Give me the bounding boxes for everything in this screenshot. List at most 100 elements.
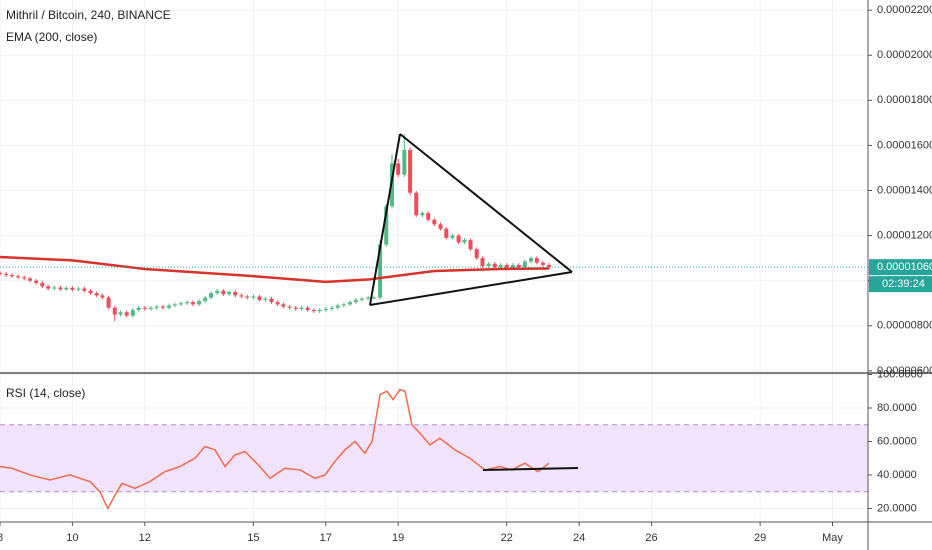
candle-body — [323, 308, 328, 310]
candle-body — [444, 228, 449, 238]
x-tick-label: 15 — [247, 532, 259, 544]
candle-body — [529, 258, 534, 262]
last-price-label: 0.00001060 — [877, 261, 932, 273]
candle-body — [438, 224, 443, 229]
candle-body — [251, 296, 256, 298]
y-tick-label: 0.00001800 — [877, 94, 932, 106]
trendline — [369, 133, 401, 306]
trendline — [399, 133, 573, 273]
x-tick-label: 8 — [0, 532, 3, 544]
candle-body — [492, 263, 497, 268]
candle-body — [88, 290, 93, 294]
candle-body — [378, 244, 383, 298]
candle-body — [504, 264, 509, 269]
candle-body — [112, 307, 117, 315]
candle-body — [462, 240, 467, 243]
x-tick-label: 10 — [66, 532, 78, 544]
candle-body — [281, 304, 286, 307]
countdown-box — [869, 276, 932, 293]
candle-body — [293, 307, 298, 309]
candle-body — [160, 306, 165, 308]
candle-body — [468, 240, 473, 250]
candle-body — [420, 213, 425, 216]
candle-body — [136, 307, 141, 310]
candle-body — [396, 163, 401, 175]
candle-body — [185, 302, 190, 304]
rsi-plot — [0, 388, 868, 511]
candle-body — [366, 297, 371, 299]
trendline — [482, 467, 579, 471]
candle-body — [82, 288, 87, 291]
candle-body — [245, 296, 250, 298]
candle-body — [130, 310, 135, 316]
candle-body — [124, 312, 129, 316]
candle-body — [414, 192, 419, 216]
candle-body — [299, 307, 304, 309]
candle-body — [287, 306, 292, 308]
candle-body — [203, 297, 208, 301]
candle-body — [46, 286, 51, 289]
candle-body — [311, 310, 316, 312]
candle-body — [456, 235, 461, 243]
candle-body — [329, 307, 334, 309]
candle-body — [510, 264, 515, 269]
annotations — [369, 133, 579, 471]
candle-body — [16, 276, 21, 278]
candle-body — [215, 290, 220, 294]
candle-body — [341, 304, 346, 306]
x-tick-label: 24 — [573, 532, 585, 544]
candle-body — [233, 291, 238, 296]
x-tick-label: 22 — [501, 532, 513, 544]
candle-body — [40, 282, 45, 287]
candle-body — [426, 213, 431, 220]
y-tick-label: 0.00002000 — [877, 49, 932, 61]
x-tick-label: 19 — [392, 532, 404, 544]
candle-body — [190, 302, 195, 305]
candle-body — [118, 312, 123, 315]
candle-body — [353, 299, 358, 303]
candle-body — [480, 258, 485, 267]
candle-body — [547, 264, 552, 267]
candle-body — [34, 280, 39, 283]
axes: 0.000006000.000008000.000010000.00001200… — [0, 4, 932, 544]
candle-body — [359, 298, 364, 300]
candle-body — [275, 302, 280, 305]
candle-body — [4, 273, 9, 276]
x-tick-label: May — [822, 532, 843, 544]
x-tick-label: 29 — [754, 532, 766, 544]
ema-line — [0, 255, 550, 284]
rsi-title: RSI (14, close) — [6, 386, 85, 400]
y-tick-label: 0.00002200 — [877, 4, 932, 16]
candle-body — [197, 300, 202, 305]
y-tick-label: 80.0000 — [877, 402, 917, 414]
rsi-band — [0, 424, 868, 492]
legend-entry: EMA (200, close) — [6, 30, 97, 44]
candle-body — [305, 307, 310, 310]
candle-body — [106, 297, 111, 308]
x-tick-label: 17 — [320, 532, 332, 544]
candle-body — [52, 287, 57, 289]
candle-body — [70, 287, 75, 290]
candle-body — [384, 206, 389, 245]
candle-body — [408, 149, 413, 193]
y-tick-label: 20.0000 — [877, 502, 917, 514]
candle-body — [335, 305, 340, 308]
y-tick-label: 0.00000600 — [877, 365, 932, 377]
candle-body — [371, 297, 376, 299]
candle-body — [178, 303, 183, 305]
candle-body — [64, 287, 69, 290]
last-price-box — [869, 259, 932, 276]
candle-body — [100, 295, 105, 298]
candle-body — [432, 219, 437, 225]
candle-body — [522, 261, 527, 268]
candle-body — [76, 288, 81, 290]
candle-body — [142, 307, 147, 309]
candle-body — [22, 277, 27, 279]
candle-body — [167, 305, 172, 308]
candle-body — [148, 307, 153, 309]
candle-body — [402, 149, 407, 175]
candle-body — [263, 298, 268, 300]
y-tick-label: 40.0000 — [877, 469, 917, 481]
countdown: 02:39:24 — [882, 278, 925, 290]
